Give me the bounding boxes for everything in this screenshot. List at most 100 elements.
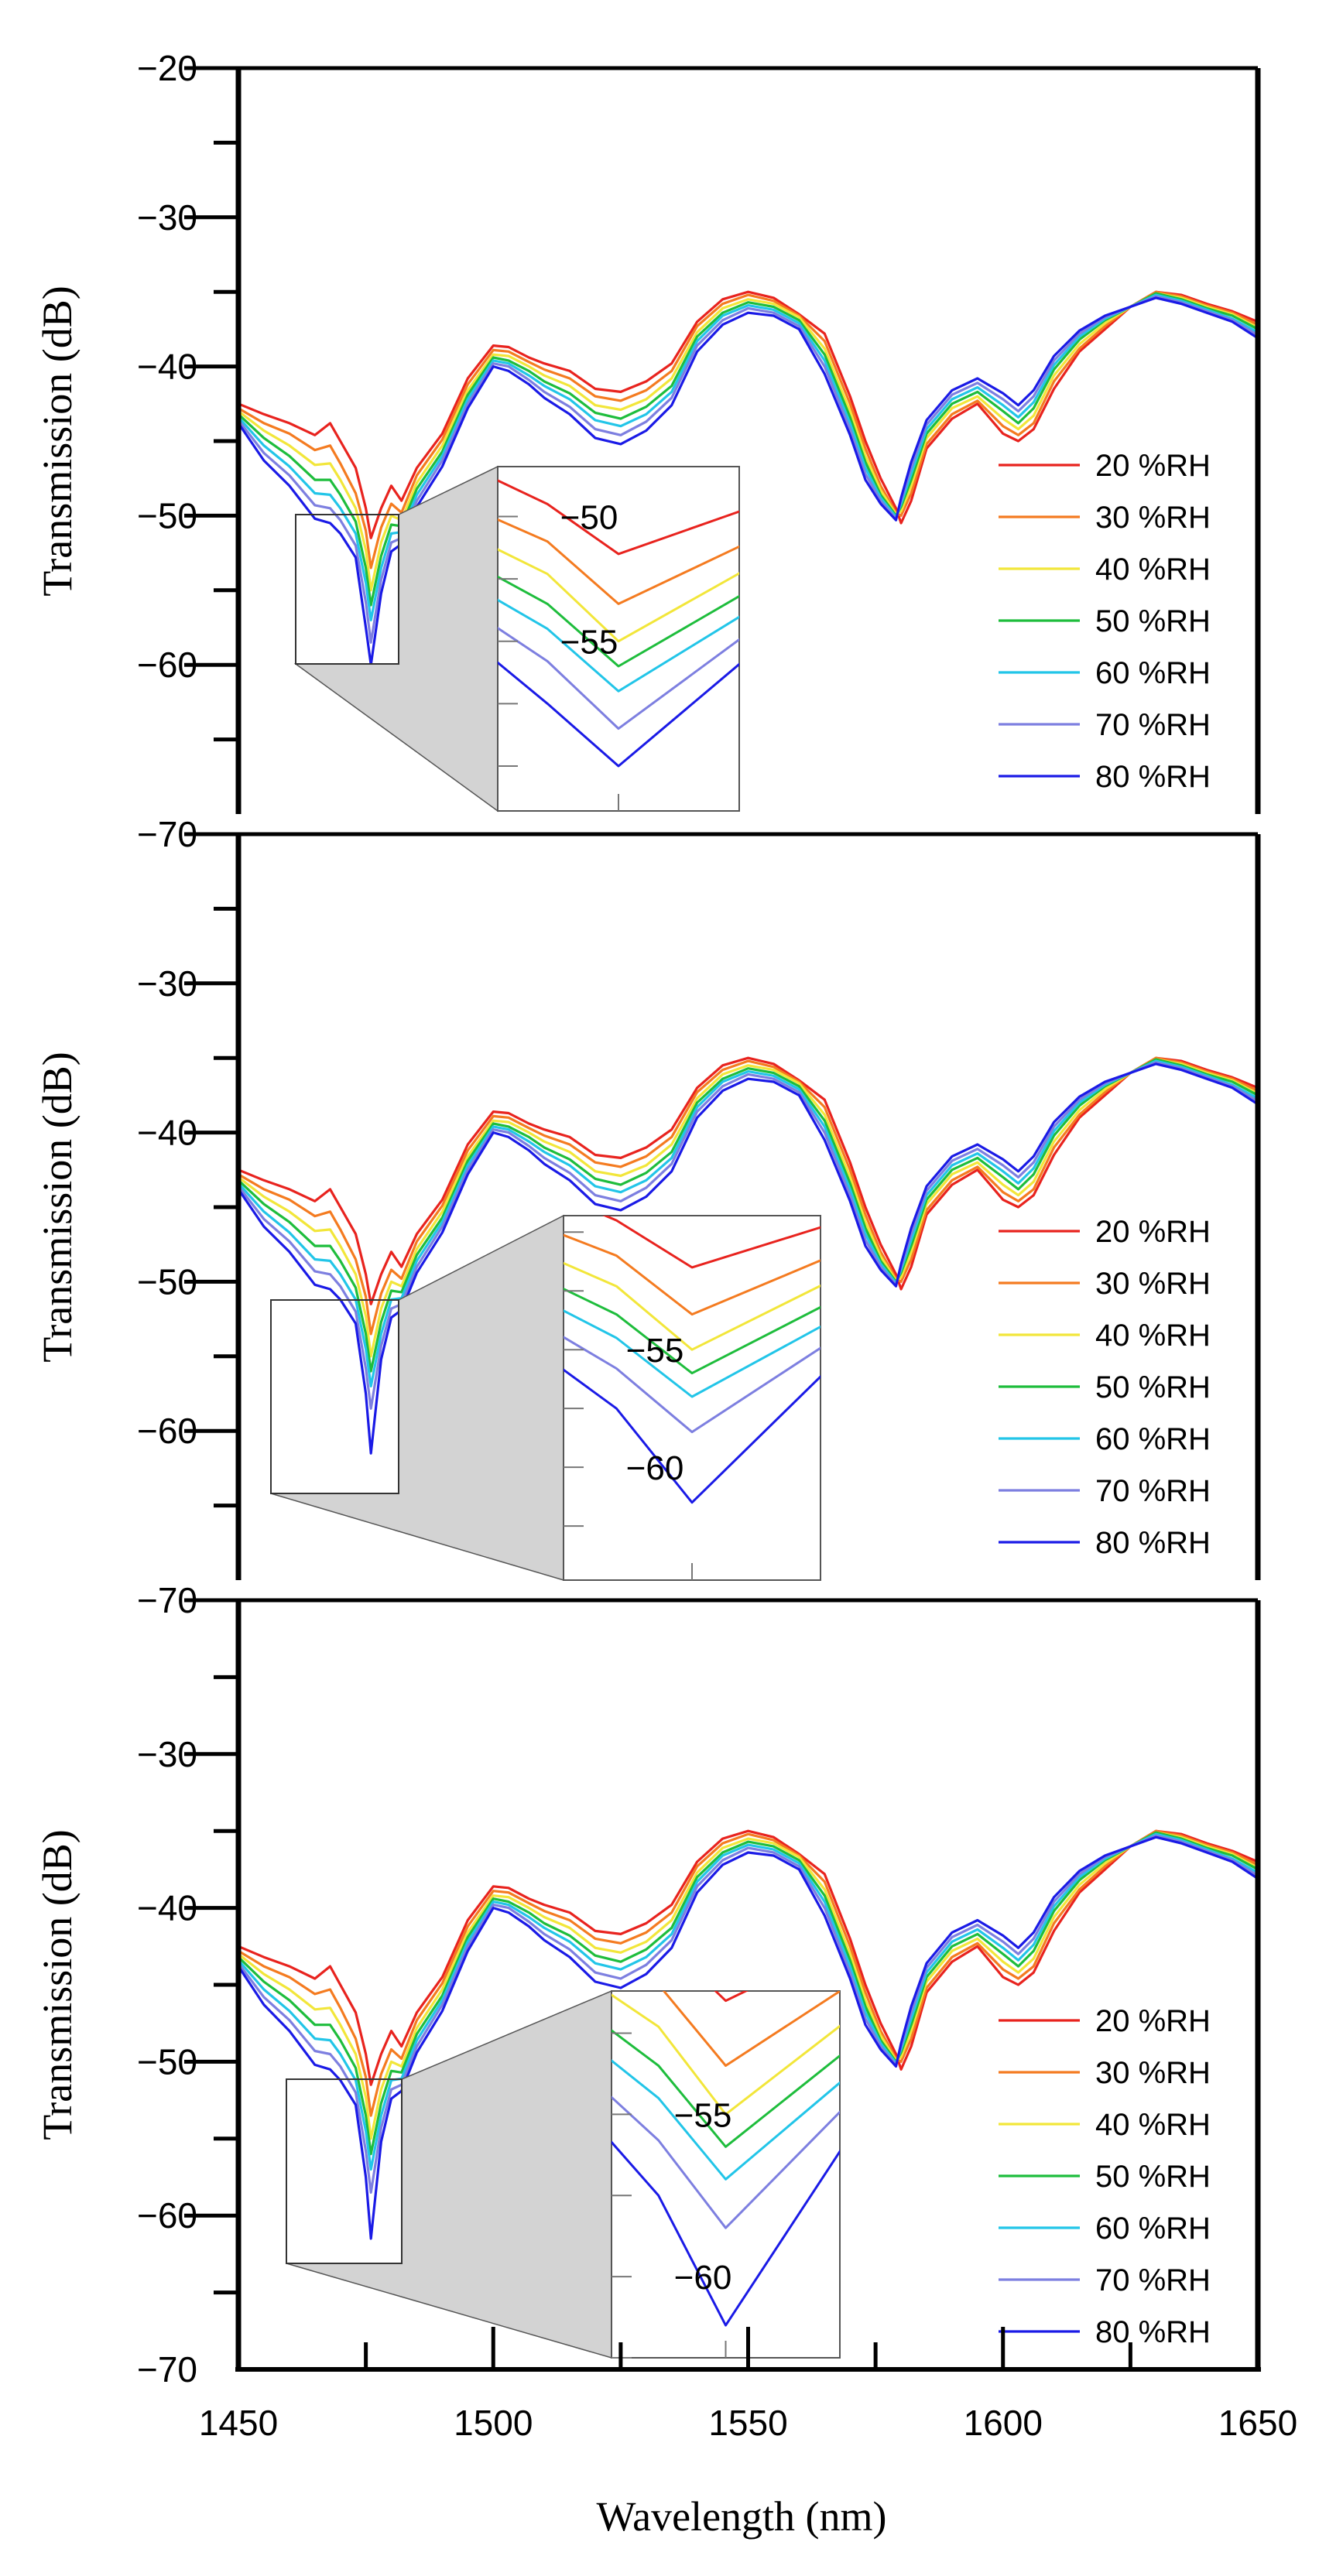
y-tick-label: −20	[137, 48, 197, 88]
y-tick-label: −50	[137, 495, 197, 535]
legend-label: 40 %RH	[1095, 1319, 1211, 1353]
series-line-40rh	[238, 1831, 1258, 2140]
legend-label: 80 %RH	[1095, 1526, 1211, 1560]
legend-label: 80 %RH	[1095, 2315, 1211, 2349]
legend-label: 70 %RH	[1095, 1474, 1211, 1508]
inset-series-group	[612, 1991, 840, 2327]
y-tick-label: −30	[137, 963, 197, 1004]
x-axis-title: Wavelength (nm)	[596, 2493, 886, 2540]
inset-tick-label: −60	[674, 2259, 732, 2297]
y-tick-label: −50	[137, 2041, 197, 2082]
inset-series-line	[602, 1216, 821, 1269]
series-line-30rh	[238, 290, 1258, 570]
series-line-30rh	[238, 1056, 1258, 1336]
inset-tick-label: −50	[560, 498, 618, 536]
y-tick-label: −40	[137, 347, 197, 387]
y-tick-label: −70	[137, 2349, 197, 2390]
x-tick-label: 1450	[199, 2403, 278, 2443]
y-tick-label: −70	[137, 814, 197, 854]
legend-label: 50 %RH	[1095, 1370, 1211, 1404]
y-tick-label: −60	[137, 645, 197, 685]
inset-series-line	[564, 1336, 821, 1434]
y-axis-title: Transmission (dB)	[34, 286, 81, 597]
series-line-50rh	[238, 1831, 1258, 2156]
y-tick-label: −30	[137, 1734, 197, 1774]
inset-series-group	[564, 1216, 821, 1504]
inset-series-line	[498, 575, 739, 668]
legend-label: 60 %RH	[1095, 1422, 1211, 1456]
inset-tick-label: −60	[626, 1449, 684, 1487]
inset-source-box	[295, 514, 399, 665]
inset-series-line	[564, 1233, 821, 1316]
x-tick-label: 1500	[454, 2403, 533, 2443]
inset-tick-label: −55	[674, 2096, 732, 2134]
y-tick-label: −50	[137, 1261, 197, 1302]
inset-series-line	[498, 518, 739, 605]
panel-3: −70 −30 −40 −50 −60 −70 Transmission (dB) −55 −6…	[34, 1580, 1261, 2390]
series-line-40rh	[238, 1058, 1258, 1358]
panel-3-series-group	[238, 1829, 1258, 2240]
series-line-70rh	[238, 1834, 1258, 2194]
y-tick-label: −60	[137, 1411, 197, 1451]
inset-panel	[611, 1990, 841, 2359]
series-line-60rh	[238, 1059, 1258, 1388]
inset-series-line	[498, 548, 739, 643]
legend-label: 40 %RH	[1095, 2108, 1211, 2142]
legend-label: 60 %RH	[1095, 2212, 1211, 2246]
legend-label: 20 %RH	[1095, 2004, 1211, 2038]
inset-series-line	[564, 1309, 821, 1398]
inset-series-line	[612, 2095, 840, 2229]
series-line-50rh	[238, 292, 1258, 607]
series-line-80rh	[238, 1835, 1258, 2240]
x-axis: 1450 1500 1550 1600 1650	[199, 2327, 1297, 2443]
inset-series-line	[564, 1287, 821, 1375]
series-line-30rh	[238, 1829, 1258, 2117]
inset-series-line	[612, 2059, 840, 2181]
y-tick-label: −60	[137, 2195, 197, 2236]
panel-2-series-group	[238, 1056, 1258, 1455]
y-tick-label: −30	[137, 197, 197, 238]
legend-label: 30 %RH	[1095, 1267, 1211, 1301]
inset-series-line	[564, 1368, 821, 1504]
inset-series-line	[612, 1993, 840, 2116]
series-line-60rh	[238, 1832, 1258, 2171]
panel-2: −70 −30 −40 −50 −60 Transmission (dB) −55 −60 20…	[34, 814, 1261, 1582]
inset-series-line	[612, 2029, 840, 2148]
x-tick-label: 1650	[1218, 2403, 1297, 2443]
inset-series-group	[498, 479, 739, 768]
legend: 20 %RH 30 %RH 40 %RH 50 %RH 60 %RH 70 %RH 80 %…	[999, 1215, 1211, 1560]
series-line-60rh	[238, 293, 1258, 622]
legend-label: 30 %RH	[1095, 2056, 1211, 2090]
legend-label: 60 %RH	[1095, 656, 1211, 690]
inset-panel	[497, 466, 740, 812]
inset-tick-label: −55	[560, 624, 618, 662]
legend-label: 70 %RH	[1095, 2263, 1211, 2297]
y-tick-label: −40	[137, 1888, 197, 1928]
panel-1: −20 −30 −40 −50 −60 Transmission (dB) −50 −55 20…	[34, 48, 1261, 814]
series-line-20rh	[238, 290, 1258, 539]
x-tick-label: 1600	[964, 2403, 1043, 2443]
inset-series-line	[498, 479, 739, 556]
inset-series-line	[612, 2140, 840, 2327]
inset-series-line	[498, 661, 739, 768]
series-line-50rh	[238, 1058, 1258, 1373]
series-line-20rh	[238, 1829, 1258, 2086]
y-axis-title: Transmission (dB)	[34, 1829, 81, 2140]
legend-label: 70 %RH	[1095, 708, 1211, 742]
inset-source-box	[286, 2078, 403, 2264]
series-line-80rh	[238, 1062, 1258, 1455]
legend-label: 30 %RH	[1095, 501, 1211, 535]
inset-series-line	[498, 626, 739, 730]
series-line-70rh	[238, 295, 1258, 644]
legend-label: 80 %RH	[1095, 760, 1211, 794]
legend-label: 50 %RH	[1095, 604, 1211, 638]
series-line-40rh	[238, 292, 1258, 592]
legend-label: 20 %RH	[1095, 1215, 1211, 1249]
series-line-70rh	[238, 1061, 1258, 1410]
legend-label: 50 %RH	[1095, 2160, 1211, 2194]
inset-tick-label: −55	[626, 1332, 684, 1370]
y-tick-label: −70	[137, 1580, 197, 1620]
y-axis-title: Transmission (dB)	[34, 1052, 81, 1363]
legend-label: 20 %RH	[1095, 449, 1211, 483]
